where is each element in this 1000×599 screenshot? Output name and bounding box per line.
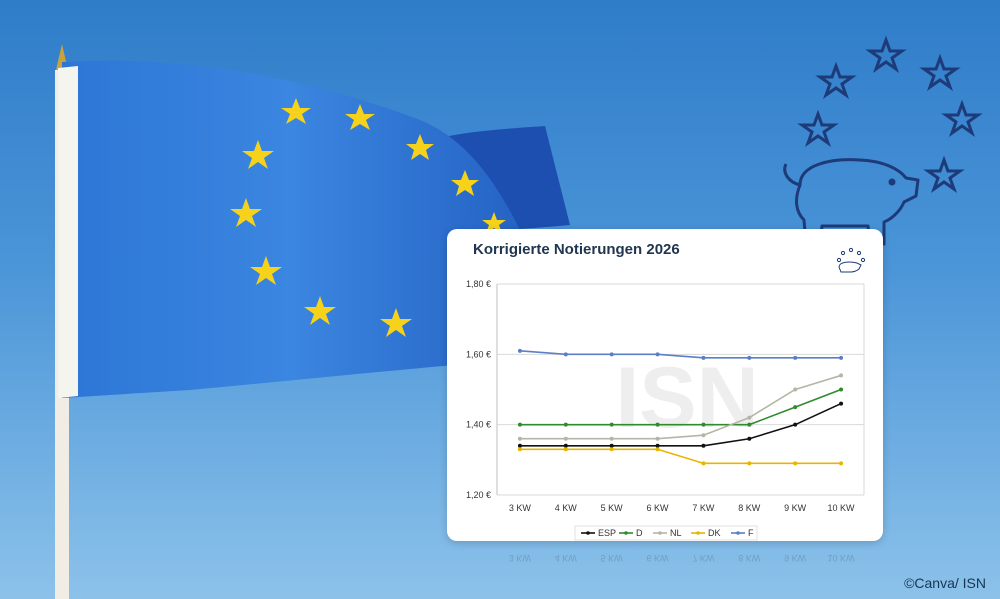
data-point-nl xyxy=(701,433,706,438)
data-point-dk xyxy=(839,461,844,466)
data-point-nl xyxy=(793,387,798,392)
legend-item-nl: NL xyxy=(653,528,682,538)
flag-hem xyxy=(58,66,78,398)
data-point-esp xyxy=(563,443,568,448)
data-point-f xyxy=(793,355,798,360)
data-point-f xyxy=(839,355,844,360)
photo-credit: ©Canva/ ISN xyxy=(904,575,986,591)
data-point-d xyxy=(655,422,660,427)
legend-marker xyxy=(586,531,590,535)
data-point-nl xyxy=(655,436,660,441)
data-point-nl xyxy=(517,436,522,441)
chart-title: Korrigierte Notierungen 2026 xyxy=(473,241,680,258)
eu-flag xyxy=(62,60,520,399)
x-tick-label: 8 KW xyxy=(738,503,761,513)
star-icon xyxy=(242,140,274,169)
pig-with-star-circle-icon xyxy=(783,35,983,246)
star-icon xyxy=(230,198,262,227)
data-point-d xyxy=(701,422,706,427)
data-point-nl xyxy=(747,415,752,420)
star-icon xyxy=(482,212,506,233)
data-point-d xyxy=(747,422,752,427)
data-point-d xyxy=(517,422,522,427)
x-tick-label: 3 KW xyxy=(509,503,532,513)
x-tick-label: 5 KW xyxy=(601,503,624,513)
data-point-dk xyxy=(793,461,798,466)
data-point-esp xyxy=(793,422,798,427)
series-line-nl xyxy=(519,374,842,440)
data-point-dk xyxy=(701,461,706,466)
y-tick-label: 1,20 € xyxy=(466,490,491,500)
data-point-esp xyxy=(701,443,706,448)
data-point-dk xyxy=(655,447,660,452)
legend-label: NL xyxy=(670,528,682,538)
data-point-d xyxy=(793,405,798,410)
data-point-dk xyxy=(609,447,614,452)
line-chart: ISN 1,20 € 1,40 € 1,60 € 1,80 € 3 KW 4 KW 5 K… xyxy=(466,247,866,541)
y-tick-label: 1,40 € xyxy=(466,420,491,430)
data-point-nl xyxy=(609,436,614,441)
legend-item-d: D xyxy=(619,528,643,538)
star-icon xyxy=(451,170,479,196)
chart-card: Korrigierte Notierungen 2026 ISN 1,20 € 1… xyxy=(447,229,883,541)
star-icon xyxy=(304,296,336,325)
series-line-f xyxy=(519,350,842,359)
x-tick-label: 4 KW xyxy=(555,503,578,513)
star-icon xyxy=(406,134,434,160)
data-point-f xyxy=(747,355,752,360)
data-point-dk xyxy=(517,447,522,452)
data-point-dk xyxy=(563,447,568,452)
legend-marker xyxy=(658,531,662,535)
y-tick-label: 1,80 € xyxy=(466,279,491,289)
data-point-esp xyxy=(517,443,522,448)
y-tick-label: 1,60 € xyxy=(466,349,491,359)
data-point-f xyxy=(701,355,706,360)
x-tick-label: 10 KW xyxy=(828,503,856,513)
series-line-esp xyxy=(519,402,842,447)
x-tick-label: 7 KW xyxy=(692,503,715,513)
data-point-d xyxy=(563,422,568,427)
data-point-f xyxy=(609,352,614,357)
legend-label: DK xyxy=(708,528,721,538)
legend-item-dk: DK xyxy=(691,528,721,538)
data-point-dk xyxy=(747,461,752,466)
small-pig-logo-icon xyxy=(836,247,866,273)
x-tick-label: 6 KW xyxy=(647,503,670,513)
data-point-esp xyxy=(839,401,844,406)
series-line-dk xyxy=(519,448,842,465)
legend-label: ESP xyxy=(598,528,616,538)
legend-marker xyxy=(696,531,700,535)
data-point-nl xyxy=(563,436,568,441)
star-icon xyxy=(250,256,282,285)
data-point-f xyxy=(655,352,660,357)
legend-marker xyxy=(624,531,628,535)
data-point-esp xyxy=(747,436,752,441)
isn-watermark: ISN xyxy=(615,350,758,446)
legend-marker xyxy=(736,531,740,535)
legend-item-esp: ESP xyxy=(581,528,616,538)
data-point-nl xyxy=(839,373,844,378)
flag-stars xyxy=(230,98,506,337)
star-icon xyxy=(380,308,412,337)
x-tick-label: 9 KW xyxy=(784,503,807,513)
legend-label: F xyxy=(748,528,754,538)
data-point-f xyxy=(563,352,568,357)
data-point-esp xyxy=(655,443,660,448)
legend-label: D xyxy=(636,528,643,538)
series-line-d xyxy=(519,388,842,426)
data-point-d xyxy=(609,422,614,427)
star-icon xyxy=(345,104,375,130)
data-point-d xyxy=(839,387,844,392)
star-icon xyxy=(281,98,311,124)
legend-item-f: F xyxy=(731,528,754,538)
data-point-esp xyxy=(609,443,614,448)
data-point-f xyxy=(517,348,522,353)
